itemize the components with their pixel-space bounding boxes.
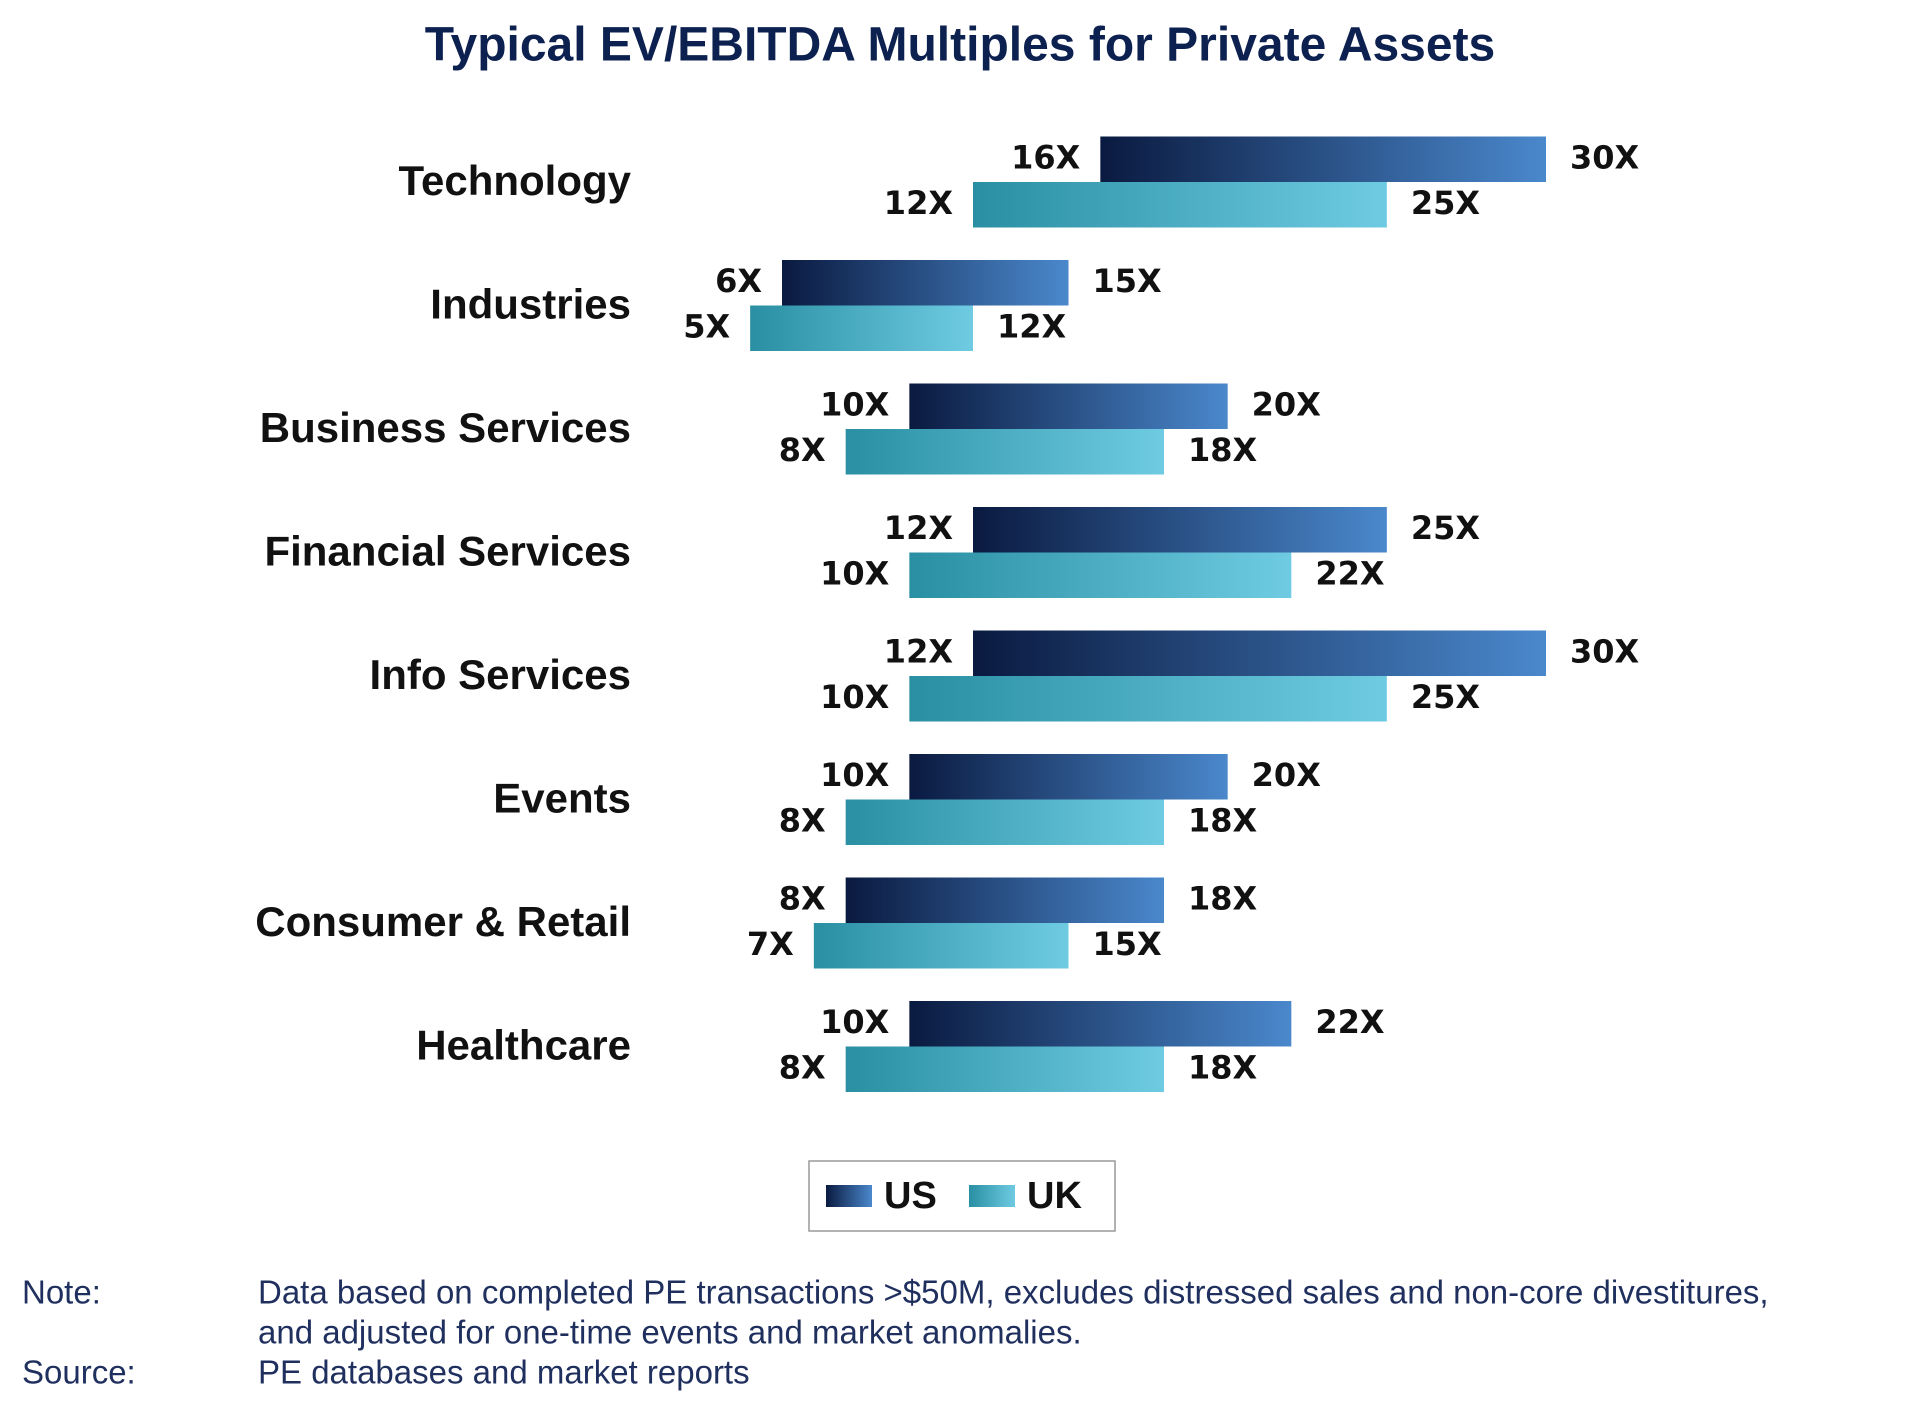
- note-text: and adjusted for one-time events and mar…: [258, 1314, 1082, 1351]
- note-label: Note:: [22, 1274, 101, 1311]
- value-label: 7X: [747, 925, 794, 963]
- value-label: 15X: [1093, 925, 1163, 963]
- value-label: 5X: [683, 307, 730, 345]
- category-label: Business Services: [260, 404, 631, 451]
- range-bar: [909, 552, 1292, 598]
- value-label: 12X: [997, 307, 1067, 345]
- range-bar: [845, 1046, 1164, 1092]
- value-label: 10X: [820, 1003, 890, 1041]
- category-label: Financial Services: [264, 528, 631, 575]
- value-label: 12X: [884, 509, 954, 547]
- note-label: Source:: [22, 1354, 136, 1391]
- value-label: 10X: [820, 678, 890, 716]
- legend-label: UK: [1027, 1175, 1082, 1217]
- chart-title: Typical EV/EBITDA Multiples for Private …: [425, 19, 1496, 72]
- value-label: 8X: [779, 801, 826, 839]
- note-text: Data based on completed PE transactions …: [258, 1274, 1769, 1311]
- value-label: 10X: [820, 385, 890, 423]
- legend-swatch: [826, 1185, 872, 1207]
- range-bar: [909, 754, 1228, 800]
- value-label: 25X: [1411, 678, 1481, 716]
- range-bar: [909, 383, 1228, 429]
- value-label: 18X: [1188, 1048, 1258, 1086]
- value-label: 8X: [779, 1048, 826, 1086]
- range-bar: [845, 429, 1164, 475]
- range-bar: [909, 1001, 1292, 1047]
- value-label: 25X: [1411, 184, 1481, 222]
- value-label: 12X: [884, 632, 954, 670]
- value-label: 16X: [1011, 138, 1081, 176]
- note-text: PE databases and market reports: [258, 1354, 750, 1391]
- value-label: 20X: [1252, 385, 1322, 423]
- value-label: 18X: [1188, 431, 1258, 469]
- range-bar: [909, 676, 1387, 722]
- value-label: 30X: [1570, 138, 1640, 176]
- range-bar: [973, 630, 1546, 676]
- value-label: 30X: [1570, 632, 1640, 670]
- value-label: 10X: [820, 554, 890, 592]
- category-label: Healthcare: [416, 1022, 631, 1069]
- value-label: 22X: [1315, 1003, 1385, 1041]
- value-label: 18X: [1188, 879, 1258, 917]
- value-label: 18X: [1188, 801, 1258, 839]
- value-label: 22X: [1315, 554, 1385, 592]
- value-label: 25X: [1411, 509, 1481, 547]
- value-label: 15X: [1093, 262, 1163, 300]
- value-label: 12X: [884, 184, 954, 222]
- category-label: Consumer & Retail: [255, 898, 631, 945]
- range-bar: [973, 507, 1387, 553]
- value-label: 8X: [779, 879, 826, 917]
- category-label: Technology: [398, 157, 631, 204]
- range-bar: [845, 877, 1164, 923]
- range-bar: [782, 260, 1069, 306]
- range-bar: [845, 799, 1164, 845]
- category-label: Info Services: [370, 651, 631, 698]
- value-label: 8X: [779, 431, 826, 469]
- value-label: 10X: [820, 756, 890, 794]
- value-label: 6X: [715, 262, 762, 300]
- range-bar: [973, 182, 1387, 228]
- value-label: 20X: [1252, 756, 1322, 794]
- category-label: Events: [493, 775, 631, 822]
- legend-swatch: [969, 1185, 1015, 1207]
- legend-label: US: [884, 1175, 937, 1217]
- range-bar: [813, 923, 1069, 969]
- range-bar: [1100, 136, 1546, 182]
- category-label: Industries: [430, 281, 631, 328]
- range-bar: [750, 305, 973, 351]
